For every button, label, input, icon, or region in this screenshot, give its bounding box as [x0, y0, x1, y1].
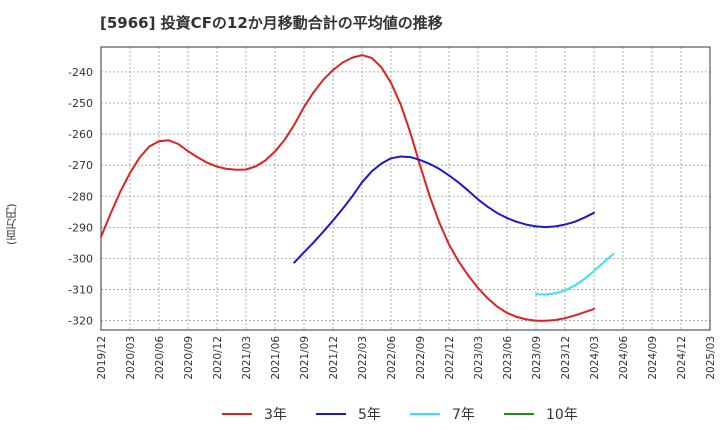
y-tick-label: -270 — [68, 159, 93, 172]
y-tick-label: -290 — [68, 221, 93, 234]
x-tick-label: 2020/12 — [212, 336, 224, 380]
x-tick-label: 2024/06 — [618, 336, 630, 380]
x-tick-label: 2023/12 — [560, 336, 572, 380]
x-tick-label: 2021/06 — [270, 336, 282, 380]
x-tick-label: 2024/03 — [589, 336, 601, 380]
x-tick-label: 2023/09 — [531, 336, 543, 380]
legend-label: 3年 — [264, 407, 287, 423]
x-tick-label: 2020/03 — [125, 336, 137, 380]
legend-label: 10年 — [546, 407, 578, 423]
plot-area — [101, 47, 710, 330]
x-tick-label: 2020/09 — [183, 336, 195, 380]
x-tick-label: 2022/06 — [386, 336, 398, 380]
x-tick-label: 2022/09 — [415, 336, 427, 380]
x-tick-label: 2023/03 — [473, 336, 485, 380]
legend-label: 7年 — [452, 407, 475, 423]
x-tick-label: 2024/12 — [676, 336, 688, 380]
y-tick-label: -320 — [68, 315, 93, 328]
y-tick-label: -250 — [68, 97, 93, 110]
x-tick-label: 2021/12 — [328, 336, 340, 380]
x-tick-label: 2025/03 — [705, 336, 717, 380]
series-line — [293, 155, 595, 264]
chart-title: [5966] 投資CFの12か月移動合計の平均値の推移 — [100, 14, 443, 32]
series-line — [100, 54, 595, 322]
x-tick-label: 2023/06 — [502, 336, 514, 380]
y-tick-label: -300 — [68, 252, 93, 265]
series-line — [535, 253, 615, 296]
y-tick-label: -240 — [68, 66, 93, 79]
x-tick-label: 2024/09 — [647, 336, 659, 380]
y-tick-label: -280 — [68, 190, 93, 203]
legend-label: 5年 — [358, 407, 381, 423]
x-tick-label: 2020/06 — [154, 336, 166, 380]
x-tick-label: 2021/03 — [241, 336, 253, 380]
x-tick-label: 2019/12 — [96, 336, 108, 380]
y-tick-label: -260 — [68, 128, 93, 141]
y-tick-label: -310 — [68, 284, 93, 297]
x-tick-label: 2022/03 — [357, 336, 369, 380]
x-tick-label: 2022/12 — [444, 336, 456, 380]
plot-border — [100, 46, 711, 331]
x-tick-label: 2021/09 — [299, 336, 311, 380]
